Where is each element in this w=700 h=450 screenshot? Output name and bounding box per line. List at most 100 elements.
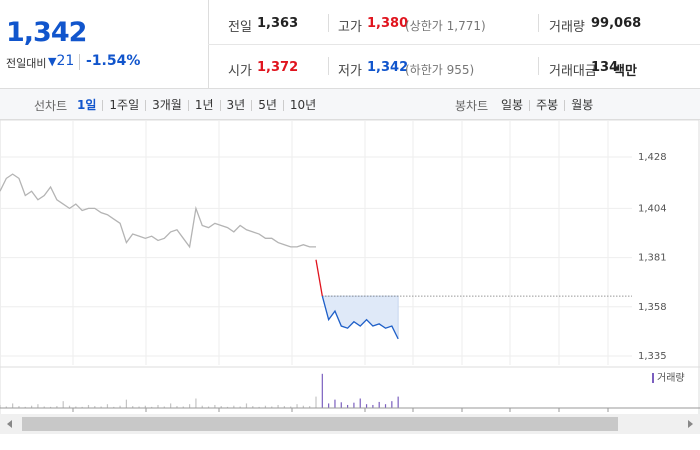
- volume-bar: [24, 406, 26, 408]
- volume-bar: [214, 404, 216, 408]
- price-box: 1,342 전일대비 ▼21 -1.54%: [0, 0, 209, 88]
- volume-bar: [397, 396, 399, 408]
- volume-bar: [239, 406, 241, 408]
- volume-bar: [378, 401, 380, 408]
- period-tab[interactable]: 1주일: [102, 99, 145, 111]
- volume-bar: [18, 406, 20, 408]
- volume-bar: [201, 405, 203, 408]
- info-label: 고가: [338, 20, 362, 35]
- range-area: [321, 295, 399, 340]
- volume-bar: [347, 404, 349, 408]
- volume-bar: [125, 399, 127, 408]
- divider: [538, 14, 539, 32]
- volume-bar: [258, 406, 260, 408]
- volume-bar: [296, 404, 298, 408]
- volume-bar: [207, 406, 210, 408]
- volume-bar: [359, 398, 361, 408]
- period-tab[interactable]: 3년: [219, 99, 252, 111]
- change-label: 전일대비: [6, 57, 47, 70]
- volume-bar: [170, 403, 172, 408]
- volume-bar: [62, 401, 64, 408]
- info-label: 시가: [228, 64, 252, 79]
- legend-swatch: [652, 373, 654, 383]
- volume-bar: [5, 406, 7, 408]
- volume-bar: [277, 404, 279, 408]
- volume-bar: [144, 405, 146, 408]
- divider: [538, 57, 539, 75]
- scroll-thumb: [22, 417, 618, 431]
- volume-bar: [12, 403, 14, 408]
- volume-bar: [31, 405, 33, 408]
- change-pct: -1.54%: [86, 53, 141, 69]
- volume-bar: [182, 406, 184, 408]
- volume-bar: [195, 398, 197, 408]
- y-tick-label: 1,358: [638, 302, 667, 313]
- price-line: [315, 259, 323, 297]
- y-tick-label: 1,428: [638, 152, 667, 163]
- volume-bar: [271, 406, 273, 408]
- volume-bar: [384, 404, 387, 408]
- candle-tab[interactable]: 주봉: [529, 99, 564, 111]
- candle-tab[interactable]: 월봉: [564, 99, 599, 111]
- info-extra: (상한가 1,771): [405, 19, 486, 33]
- row-divider: [208, 44, 700, 45]
- volume-bar: [56, 406, 58, 408]
- volume-bar: [391, 401, 393, 408]
- price-line: [321, 295, 399, 340]
- candle-tab[interactable]: 일봉: [501, 98, 524, 112]
- volume-bar: [106, 404, 109, 408]
- volume-bar: [226, 406, 229, 408]
- volume-bar: [132, 406, 134, 408]
- info-label: 거래대금: [549, 64, 597, 79]
- price: 1,342: [6, 17, 87, 48]
- legend-label: 거래량: [657, 372, 685, 384]
- info-label: 전일: [228, 20, 252, 35]
- info-extra: (하한가 955): [405, 63, 475, 77]
- period-tab[interactable]: 1일: [77, 98, 97, 112]
- volume-bar: [321, 373, 323, 408]
- period-tab[interactable]: 3개월: [145, 99, 188, 111]
- change-value: ▼21: [48, 53, 75, 69]
- line-period-list: 1일 1주일 3개월 1년 3년 5년 10년: [71, 98, 322, 112]
- volume-bar: [81, 406, 83, 408]
- volume-bar: [68, 405, 71, 408]
- volume-bar: [37, 404, 39, 408]
- volume-bar: [372, 404, 374, 408]
- volume-bar: [138, 406, 140, 408]
- change-number: 21: [56, 53, 75, 69]
- chart: 1,428 1,404 1,381 1,358 1,335 거래량: [0, 120, 700, 434]
- info-value: 1,380: [367, 16, 409, 31]
- period-tab[interactable]: 5년: [251, 99, 283, 111]
- volume-bar: [151, 406, 153, 408]
- volume-bar: [220, 406, 222, 408]
- info-value: 1,363: [257, 16, 299, 31]
- volume-bar: [189, 404, 191, 408]
- volume-bar: [328, 403, 330, 408]
- info-value: 1,372: [257, 60, 299, 75]
- y-tick-label: 1,335: [638, 351, 667, 362]
- y-tick-label: 1,381: [638, 253, 667, 264]
- volume-bar: [302, 405, 304, 408]
- candle-period-list: 일봉 주봉 월봉: [495, 98, 599, 112]
- period-tabs: 선차트 1일 1주일 3개월 1년 3년 5년 10년 봉차트 일봉 주봉 월봉: [0, 89, 700, 120]
- line-chart-label: 선차트: [34, 99, 68, 113]
- volume-bar: [87, 404, 90, 408]
- volume-bar: [245, 403, 248, 408]
- y-tick-label: 1,404: [638, 203, 667, 214]
- period-tab[interactable]: 10년: [282, 99, 322, 111]
- divider: [79, 54, 80, 70]
- volume-bar: [94, 406, 96, 408]
- scroll-right: [688, 420, 693, 428]
- volume-bar: [0, 404, 1, 408]
- plot-frame: [0, 120, 700, 419]
- info-unit: 백만: [613, 64, 637, 79]
- volume-bar: [290, 406, 292, 408]
- volume-bar: [100, 406, 102, 408]
- info-value: 134: [591, 60, 619, 75]
- volume-bar: [309, 406, 311, 408]
- divider: [328, 14, 329, 32]
- volume-bar: [334, 399, 336, 408]
- candle-chart-label: 봉차트: [455, 99, 489, 113]
- period-tab[interactable]: 1년: [187, 99, 220, 111]
